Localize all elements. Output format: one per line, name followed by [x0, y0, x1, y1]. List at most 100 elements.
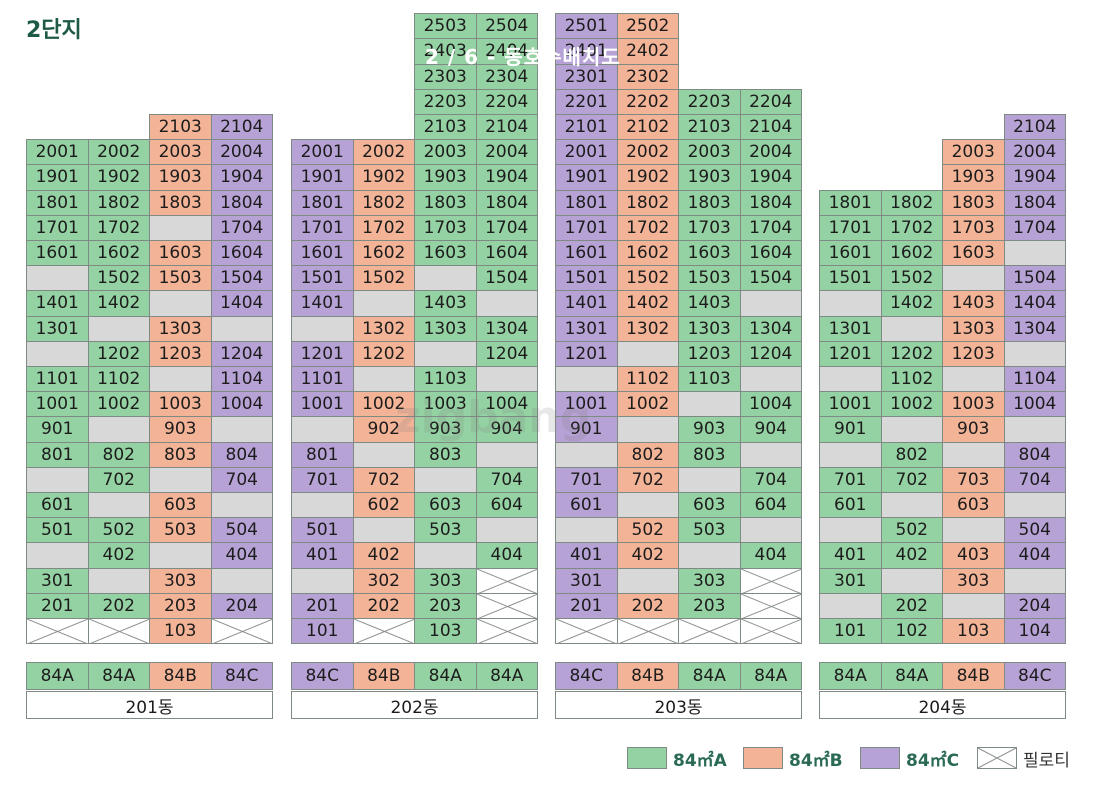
unit-cell: 802 [87, 441, 150, 468]
unit-cell: 1604 [739, 240, 802, 267]
unit-cell: 504 [210, 517, 273, 544]
unit-cell: 2302 [616, 63, 679, 90]
unit-cell: 1202 [880, 340, 943, 367]
unit-cell: 401 [555, 542, 618, 569]
empty-cell [616, 340, 679, 367]
unit-cell: 1304 [739, 315, 802, 342]
unit-cell: 1704 [475, 214, 538, 241]
empty-cell [819, 517, 882, 544]
unit-cell: 1702 [352, 214, 415, 241]
legend-item-piloti: 필로티 [977, 746, 1070, 771]
legend-swatch-piloti [977, 747, 1017, 769]
unit-cell: 1004 [475, 391, 538, 418]
unit-cell: 803 [678, 441, 741, 468]
unit-cell: 202 [880, 592, 943, 619]
unit-cell: 2003 [414, 139, 477, 166]
unit-cell: 502 [880, 517, 943, 544]
empty-cell [678, 542, 741, 569]
unit-cell: 1904 [1003, 164, 1066, 191]
unit-cell: 2103 [414, 114, 477, 141]
empty-cell [149, 290, 212, 317]
complex-title: 2단지 [26, 18, 82, 43]
unit-cell: 404 [475, 542, 538, 569]
unit-cell: 1802 [616, 189, 679, 216]
unit-cell: 1604 [475, 240, 538, 267]
unit-cell: 603 [678, 492, 741, 519]
unit-cell: 1501 [555, 265, 618, 292]
legend-label-b: 84㎡B [789, 750, 843, 771]
unit-cell: 103 [942, 618, 1005, 645]
unit-cell: 1303 [414, 315, 477, 342]
unit-cell: 2102 [616, 114, 679, 141]
unit-cell: 202 [87, 592, 150, 619]
unit-cell: 1703 [678, 214, 741, 241]
page-caption: 2 / 6 - 동호수배치도 [425, 45, 621, 69]
unit-cell: 1603 [414, 240, 477, 267]
unit-cell: 2001 [555, 139, 618, 166]
unit-type-label: 84B [942, 662, 1005, 690]
piloti-cell [475, 592, 538, 619]
empty-cell [26, 340, 89, 367]
unit-cell: 1803 [414, 189, 477, 216]
empty-cell [210, 492, 273, 519]
unit-cell: 2104 [739, 114, 802, 141]
legend-item-84a: 84㎡A [627, 746, 727, 771]
unit-cell: 303 [414, 567, 477, 594]
empty-cell [616, 567, 679, 594]
unit-type-label: 84B [149, 662, 212, 690]
unit-cell: 602 [352, 492, 415, 519]
unit-cell: 1801 [555, 189, 618, 216]
empty-cell [149, 214, 212, 241]
unit-type-label: 84A [475, 662, 538, 690]
empty-cell [414, 542, 477, 569]
unit-cell: 1601 [819, 240, 882, 267]
empty-cell [26, 265, 89, 292]
unit-cell: 203 [414, 592, 477, 619]
unit-cell: 303 [678, 567, 741, 594]
unit-cell: 804 [1003, 441, 1066, 468]
unit-cell: 201 [26, 592, 89, 619]
unit-cell: 1501 [291, 265, 354, 292]
unit-cell: 2202 [616, 88, 679, 115]
unit-cell: 1901 [555, 164, 618, 191]
building-name: 201동 [26, 691, 273, 719]
unit-cell: 1502 [616, 265, 679, 292]
unit-cell: 702 [616, 466, 679, 493]
unit-cell: 1903 [942, 164, 1005, 191]
unit-cell: 701 [819, 466, 882, 493]
unit-type-label: 84A [678, 662, 741, 690]
unit-type-label: 84C [1003, 662, 1066, 690]
empty-cell [739, 290, 802, 317]
empty-cell [149, 542, 212, 569]
empty-cell [87, 492, 150, 519]
unit-cell: 1402 [87, 290, 150, 317]
unit-cell: 2003 [678, 139, 741, 166]
unit-cell: 2001 [291, 139, 354, 166]
empty-cell [87, 416, 150, 443]
empty-cell [291, 567, 354, 594]
unit-cell: 2403 [414, 38, 477, 65]
unit-cell: 904 [475, 416, 538, 443]
unit-cell: 1801 [291, 189, 354, 216]
empty-cell [942, 592, 1005, 619]
unit-cell: 2404 [475, 38, 538, 65]
watermark: zigbang [395, 392, 592, 443]
unit-cell: 1403 [414, 290, 477, 317]
unit-cell: 2103 [149, 114, 212, 141]
empty-cell [819, 366, 882, 393]
piloti-cell [739, 592, 802, 619]
piloti-cell [352, 618, 415, 645]
unit-cell: 2002 [616, 139, 679, 166]
unit-cell: 2004 [210, 139, 273, 166]
unit-cell: 1004 [210, 391, 273, 418]
unit-type-label: 84B [352, 662, 415, 690]
unit-cell: 503 [149, 517, 212, 544]
unit-cell: 1004 [1003, 391, 1066, 418]
unit-cell: 1001 [819, 391, 882, 418]
unit-cell: 1602 [352, 240, 415, 267]
unit-cell: 1603 [942, 240, 1005, 267]
piloti-cell [555, 618, 618, 645]
unit-cell: 1403 [942, 290, 1005, 317]
unit-cell: 1104 [210, 366, 273, 393]
unit-type-label: 84A [880, 662, 943, 690]
